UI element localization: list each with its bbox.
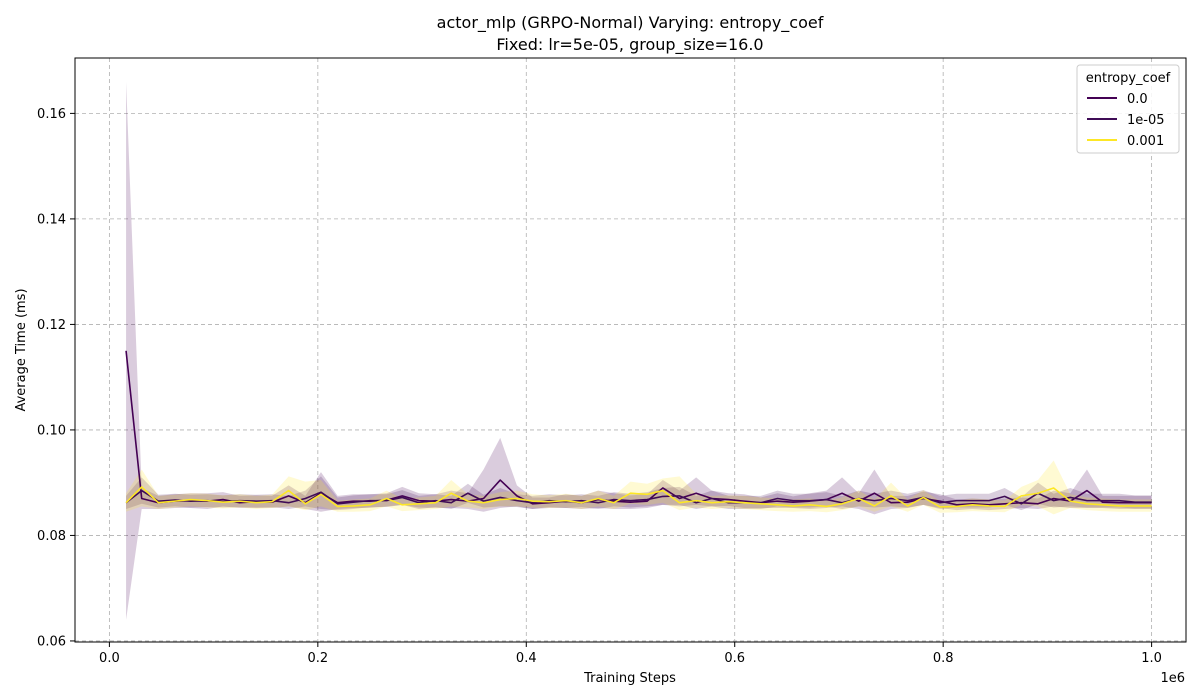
- legend: entropy_coef 0.0 1e-05 0.001: [1076, 64, 1180, 154]
- legend-label-2: 0.001: [1127, 134, 1164, 149]
- y-tick-label-1: 0.08: [37, 529, 66, 544]
- x-tick-label-0: 0.0: [99, 651, 120, 666]
- legend-label-1: 1e-05: [1127, 113, 1165, 128]
- grid-lines: [75, 58, 1186, 642]
- y-tick-label-4: 0.14: [37, 212, 66, 227]
- plot-area-frame: [74, 57, 1187, 643]
- x-tick-label-1: 0.2: [307, 651, 328, 666]
- chart-title: actor_mlp (GRPO-Normal) Varying: entropy…: [437, 13, 824, 33]
- x-axis-offset-label: 1e6: [1160, 671, 1185, 686]
- series-lines: [125, 350, 1152, 508]
- x-tick-label-4: 0.8: [933, 651, 954, 666]
- line-series-0: [125, 350, 1152, 506]
- y-tick-label-3: 0.12: [37, 318, 66, 333]
- x-tick-label-2: 0.4: [516, 651, 537, 666]
- x-axis-label: Training Steps: [583, 671, 676, 686]
- y-tick-label-2: 0.10: [37, 423, 66, 438]
- line-series-1: [125, 489, 1152, 505]
- line-series-2: [125, 486, 1152, 508]
- y-tick-label-5: 0.16: [37, 107, 66, 122]
- legend-box: [1076, 64, 1180, 154]
- y-axis-label: Average Time (ms): [14, 288, 29, 411]
- y-axis-ticks: 0.06 0.08 0.10 0.12 0.14 0.16: [37, 107, 75, 649]
- legend-label-0: 0.0: [1127, 92, 1148, 107]
- legend-items: 0.0 1e-05 0.001: [1087, 92, 1165, 149]
- legend-title: entropy_coef: [1086, 71, 1171, 86]
- chart-subtitle: Fixed: lr=5e-05, group_size=16.0: [496, 35, 763, 55]
- x-axis-ticks: 0.0 0.2 0.4 0.6 0.8 1.0: [99, 642, 1162, 666]
- x-tick-label-3: 0.6: [724, 651, 745, 666]
- y-tick-label-0: 0.06: [37, 634, 66, 649]
- x-tick-label-5: 1.0: [1141, 651, 1162, 666]
